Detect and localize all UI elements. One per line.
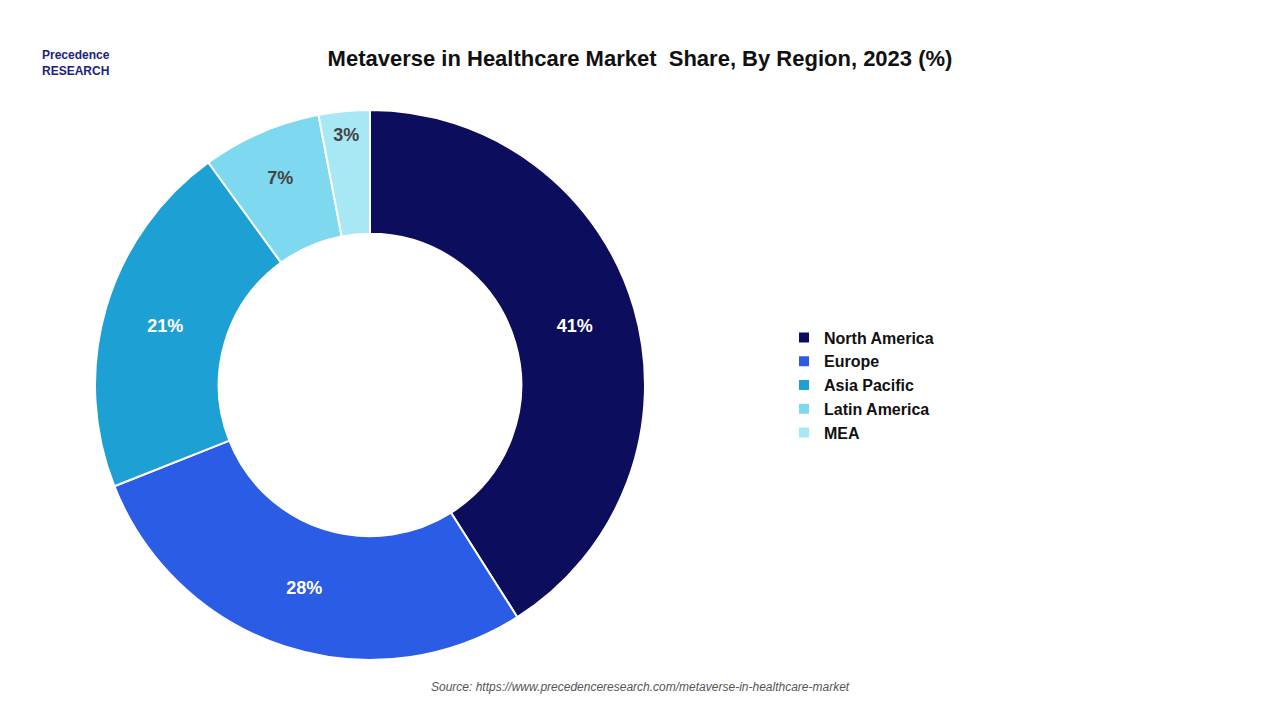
svg-text:41%: 41% — [557, 316, 593, 336]
svg-text:Source: https://www.precedence: Source: https://www.precedenceresearch.c… — [431, 680, 850, 694]
svg-text:Latin America: Latin America — [824, 401, 929, 418]
svg-text:28%: 28% — [286, 578, 322, 598]
svg-text:PrecedenceRESEARCH: PrecedenceRESEARCH — [42, 48, 110, 78]
svg-text:North America: North America — [824, 330, 934, 347]
svg-text:7%: 7% — [267, 168, 293, 188]
svg-text:Metaverse in Healthcare Market: Metaverse in Healthcare Market Share, By… — [328, 46, 953, 71]
svg-text:Asia Pacific: Asia Pacific — [824, 377, 914, 394]
svg-text:Europe: Europe — [824, 353, 879, 370]
svg-text:3%: 3% — [333, 125, 359, 145]
svg-text:21%: 21% — [147, 316, 183, 336]
svg-text:MEA: MEA — [824, 425, 860, 442]
